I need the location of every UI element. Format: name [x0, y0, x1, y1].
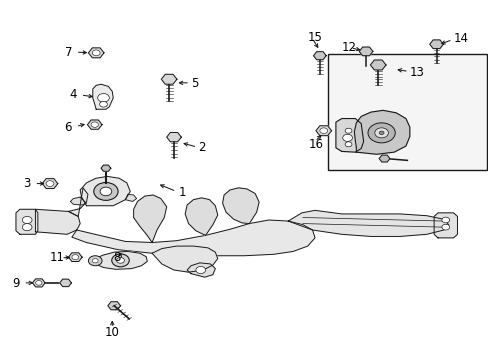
Text: 7: 7: [64, 46, 72, 59]
Polygon shape: [72, 220, 314, 256]
Text: 16: 16: [308, 138, 323, 151]
Polygon shape: [315, 126, 331, 136]
Polygon shape: [108, 302, 120, 310]
Circle shape: [91, 122, 98, 127]
Circle shape: [36, 280, 42, 285]
Circle shape: [374, 128, 387, 138]
Polygon shape: [35, 209, 80, 234]
Text: 2: 2: [198, 141, 205, 154]
Polygon shape: [125, 194, 136, 202]
Polygon shape: [313, 52, 325, 60]
Circle shape: [116, 257, 124, 263]
Text: 3: 3: [23, 177, 31, 190]
Circle shape: [88, 256, 102, 266]
Circle shape: [367, 123, 394, 143]
Circle shape: [319, 128, 327, 134]
Polygon shape: [70, 197, 86, 205]
Circle shape: [342, 134, 352, 141]
Circle shape: [92, 258, 98, 263]
Circle shape: [72, 255, 79, 260]
Text: 10: 10: [104, 327, 120, 339]
Polygon shape: [359, 47, 372, 56]
Text: 1: 1: [179, 186, 186, 199]
Polygon shape: [166, 132, 181, 142]
Circle shape: [378, 131, 383, 135]
Polygon shape: [80, 176, 130, 206]
Polygon shape: [433, 213, 457, 238]
Circle shape: [46, 181, 54, 186]
Polygon shape: [187, 263, 215, 277]
Polygon shape: [16, 209, 38, 234]
Polygon shape: [93, 251, 147, 269]
Circle shape: [100, 187, 112, 196]
Polygon shape: [378, 155, 389, 162]
Text: 8: 8: [113, 251, 121, 264]
Polygon shape: [88, 48, 104, 58]
Bar: [327, 54, 486, 170]
Circle shape: [441, 217, 449, 223]
Circle shape: [100, 102, 107, 107]
Circle shape: [345, 128, 351, 133]
Polygon shape: [93, 84, 113, 109]
Polygon shape: [335, 118, 363, 152]
Circle shape: [92, 50, 100, 56]
Circle shape: [112, 254, 129, 267]
Polygon shape: [429, 40, 443, 49]
Text: 14: 14: [453, 32, 468, 45]
Text: 13: 13: [409, 66, 424, 78]
Text: 11: 11: [50, 251, 65, 264]
Circle shape: [94, 183, 118, 201]
Text: 4: 4: [69, 89, 77, 102]
Polygon shape: [42, 179, 58, 189]
Circle shape: [196, 266, 205, 274]
Polygon shape: [87, 120, 102, 129]
Polygon shape: [370, 60, 385, 70]
Circle shape: [22, 216, 32, 224]
Circle shape: [441, 224, 449, 230]
Polygon shape: [287, 210, 448, 237]
Text: 15: 15: [307, 31, 322, 44]
Polygon shape: [68, 188, 88, 216]
Polygon shape: [185, 198, 217, 235]
Polygon shape: [133, 195, 166, 243]
Polygon shape: [222, 188, 259, 224]
Polygon shape: [354, 111, 409, 154]
Text: 6: 6: [64, 121, 72, 134]
Circle shape: [98, 94, 109, 102]
Polygon shape: [101, 165, 111, 171]
Polygon shape: [32, 279, 45, 287]
Polygon shape: [60, 279, 71, 287]
Circle shape: [345, 142, 351, 147]
Text: 9: 9: [12, 277, 20, 290]
Polygon shape: [161, 74, 177, 84]
Text: 5: 5: [191, 77, 198, 90]
Text: 12: 12: [341, 41, 356, 54]
Polygon shape: [68, 253, 82, 261]
Polygon shape: [152, 246, 217, 272]
Circle shape: [22, 224, 32, 231]
